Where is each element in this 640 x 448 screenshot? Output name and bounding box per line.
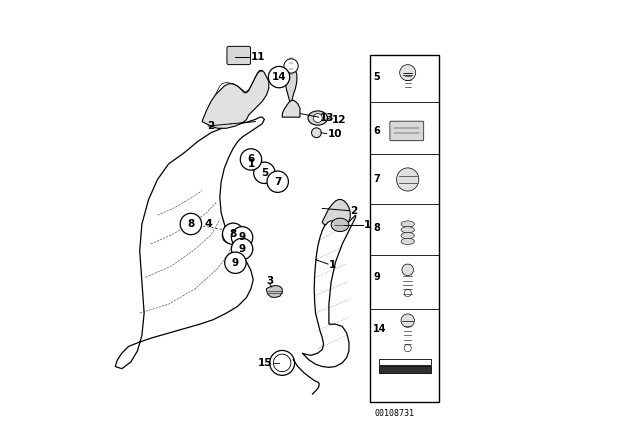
Circle shape: [232, 232, 235, 236]
Text: 9: 9: [239, 233, 246, 242]
Polygon shape: [267, 285, 282, 297]
Circle shape: [404, 289, 412, 297]
Circle shape: [230, 237, 239, 245]
Circle shape: [400, 65, 416, 81]
Text: 8: 8: [230, 229, 237, 239]
Circle shape: [257, 166, 263, 172]
Circle shape: [284, 59, 298, 73]
Circle shape: [312, 128, 321, 138]
Text: 8: 8: [188, 219, 195, 229]
Text: 1: 1: [248, 159, 255, 169]
Polygon shape: [379, 366, 431, 373]
Ellipse shape: [401, 233, 414, 239]
Circle shape: [225, 226, 233, 234]
Circle shape: [232, 227, 253, 248]
Ellipse shape: [401, 221, 414, 227]
Text: 4: 4: [205, 219, 212, 229]
Circle shape: [402, 264, 413, 276]
Polygon shape: [302, 215, 356, 367]
Text: 14: 14: [373, 323, 387, 334]
Polygon shape: [202, 70, 269, 128]
Polygon shape: [282, 100, 300, 117]
Text: 14: 14: [272, 72, 286, 82]
Circle shape: [229, 230, 237, 238]
Circle shape: [233, 239, 236, 243]
FancyBboxPatch shape: [227, 46, 250, 65]
Circle shape: [240, 149, 262, 170]
Circle shape: [267, 171, 289, 192]
Text: 6: 6: [248, 155, 255, 164]
Text: 9: 9: [373, 272, 380, 282]
Ellipse shape: [267, 173, 284, 186]
Circle shape: [232, 238, 253, 260]
Text: 16: 16: [364, 220, 379, 230]
FancyBboxPatch shape: [247, 155, 259, 164]
Circle shape: [404, 345, 412, 352]
Polygon shape: [379, 359, 431, 365]
Text: 2: 2: [350, 206, 357, 215]
Ellipse shape: [401, 227, 414, 233]
Polygon shape: [285, 67, 297, 113]
Circle shape: [180, 213, 202, 235]
Circle shape: [253, 163, 266, 175]
Text: 5: 5: [373, 72, 380, 82]
Text: 3: 3: [266, 276, 273, 285]
Circle shape: [401, 314, 414, 327]
Ellipse shape: [331, 218, 349, 232]
Text: 00108731: 00108731: [374, 409, 414, 418]
Polygon shape: [322, 199, 350, 225]
Text: 5: 5: [260, 168, 268, 178]
Text: 2: 2: [207, 121, 214, 131]
Polygon shape: [115, 117, 264, 369]
Ellipse shape: [308, 111, 328, 125]
Text: 9: 9: [232, 258, 239, 268]
Text: 9: 9: [239, 244, 246, 254]
Circle shape: [227, 228, 230, 232]
Circle shape: [225, 252, 246, 273]
Text: 15: 15: [258, 358, 273, 368]
Text: 6: 6: [373, 125, 380, 135]
Text: 1: 1: [329, 260, 336, 270]
Circle shape: [268, 66, 290, 88]
Polygon shape: [222, 225, 239, 244]
FancyBboxPatch shape: [390, 121, 424, 141]
FancyBboxPatch shape: [370, 55, 439, 402]
Text: 7: 7: [274, 177, 282, 187]
Circle shape: [314, 114, 322, 122]
Text: 12: 12: [332, 115, 346, 125]
Text: 13: 13: [319, 112, 334, 123]
Circle shape: [253, 162, 275, 184]
Circle shape: [223, 223, 244, 245]
Text: 8: 8: [373, 224, 380, 233]
Text: 7: 7: [373, 174, 380, 185]
Ellipse shape: [397, 168, 419, 191]
Text: 11: 11: [250, 52, 265, 62]
Ellipse shape: [401, 238, 414, 245]
Text: 10: 10: [328, 129, 342, 139]
